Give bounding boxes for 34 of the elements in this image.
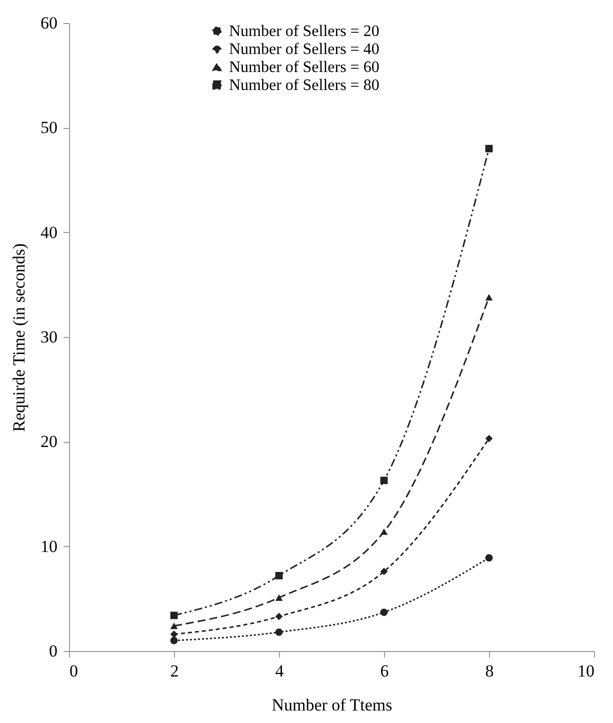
point	[485, 144, 493, 152]
point	[275, 594, 283, 601]
y-tick-label: 20	[40, 432, 58, 452]
point	[275, 612, 283, 620]
x-tick-label: 0	[70, 662, 78, 680]
point	[380, 476, 388, 484]
legend-label: Number of Sellers = 20	[229, 23, 380, 40]
point	[380, 568, 388, 576]
legend-label: Number of Sellers = 40	[229, 41, 380, 58]
point	[170, 612, 178, 620]
x-axis-title: Number of Ttems	[272, 696, 392, 714]
point	[170, 622, 178, 630]
point	[485, 554, 493, 562]
y-axis-title: Requirde Time (in seconds)	[10, 243, 28, 432]
y-tick-label: 10	[40, 536, 58, 556]
point	[485, 434, 493, 442]
y-tick-label: 30	[40, 328, 58, 346]
point	[170, 636, 178, 644]
x-tick-label: 6	[380, 662, 389, 680]
y-tick-label: 40	[40, 222, 58, 242]
y-tick-label: 50	[40, 118, 58, 138]
x-tick-label: 8	[485, 662, 494, 680]
y-tick-label: 60	[40, 14, 58, 32]
y-tick-label: 0	[49, 642, 58, 660]
point	[275, 628, 283, 636]
point	[275, 572, 283, 580]
legend-label: Number of Sellers = 60	[229, 59, 380, 76]
point	[485, 294, 493, 300]
x-tick-label: 2	[170, 662, 179, 680]
point	[380, 608, 388, 616]
point	[380, 528, 388, 535]
legend-label: Number of Sellers = 80	[229, 77, 380, 94]
x-tick-label: 10	[578, 662, 594, 680]
x-tick-label: 4	[275, 662, 284, 680]
